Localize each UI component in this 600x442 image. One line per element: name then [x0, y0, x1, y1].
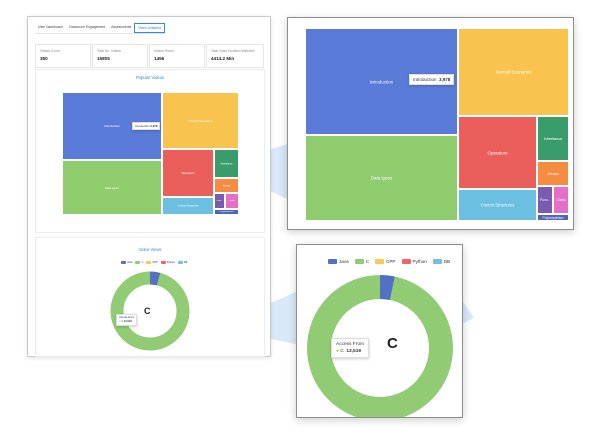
donut-slice-java[interactable] [149, 271, 161, 286]
donut-large [307, 275, 453, 417]
stat-card-video-hours: Videos Hours 1456 [149, 44, 205, 68]
tile-label: Func.. [540, 198, 550, 202]
treemap-large: Introduction Data types Normal Scenarios… [305, 28, 569, 221]
treemap-tile-class[interactable]: Class [553, 186, 569, 214]
stat-label: Videos Count [40, 49, 60, 53]
tile-label: Func.. [216, 200, 223, 202]
treemap-tile-normal-scenarios[interactable]: Normal Scenarios [162, 92, 239, 149]
donut-center-label-large: C [387, 335, 398, 352]
tooltip-series: C [340, 349, 344, 354]
tile-label: Polymorphism [219, 211, 234, 213]
legend-item-cpp[interactable]: CPP [375, 259, 396, 264]
tile-label: Operators [487, 150, 508, 155]
tile-label: Inheritance [543, 136, 563, 141]
stat-card-total-videos: Total No. Videos 15805 [92, 44, 148, 68]
treemap-tile-func[interactable]: Func.. [214, 193, 225, 209]
popular-videos-card: Popular Videos Introduction Data types N… [35, 69, 265, 233]
tile-label: Normal Scenarios [188, 118, 213, 123]
tab-video-analytics[interactable]: Video Analytics [134, 23, 166, 33]
treemap-zoom-panel: Introduction Data types Normal Scenarios… [287, 17, 574, 230]
legend-item-c[interactable]: C [135, 261, 143, 264]
tile-label: Operators [181, 171, 195, 175]
donut-center-label-small: C [144, 306, 151, 316]
treemap-tile-func[interactable]: Func.. [537, 186, 553, 214]
tile-label: Control Structures [480, 202, 515, 208]
tile-label: Introduction [104, 124, 120, 128]
tile-label: Class [556, 198, 566, 202]
tooltip-value: 13,519 [123, 320, 132, 323]
stat-card-videos-count: Videos Count 350 [35, 44, 91, 68]
tooltip-value: 3,978 [150, 124, 158, 128]
tile-label: Inheritance [220, 162, 233, 165]
treemap-tile-inheritance[interactable]: Inheritance [214, 149, 239, 178]
treemap-tile-control-structures[interactable]: Control Structures [458, 189, 537, 221]
video-views-legend-large: Java C CPP Python DB [328, 259, 450, 264]
tooltip-value: 13,519 [346, 349, 362, 354]
tab-assessments[interactable]: Assessments [111, 25, 132, 29]
treemap-tile-polymorphism[interactable]: Polymorphism [537, 214, 569, 221]
tooltip-label: Introduction [135, 124, 150, 128]
treemap-tile-data-types[interactable]: Data types [62, 160, 162, 215]
tile-label: Data types [370, 175, 393, 181]
donut-tooltip-large: Access From ● C 13,519 [331, 338, 369, 358]
tile-label: Normal Scenarios [495, 69, 532, 75]
treemap-tile-class[interactable]: Class [225, 193, 239, 209]
tile-label: Control Structures [177, 204, 199, 208]
dashboard-panel: User Dashboard Classroom Engagement Asse… [27, 16, 271, 357]
legend-item-cpp[interactable]: CPP [146, 261, 158, 264]
treemap-tile-polymorphism[interactable]: Polymorphism [214, 209, 239, 215]
donut-slice-java[interactable] [379, 275, 395, 301]
stat-value: 15805 [97, 56, 110, 61]
stat-label: Total Video Duration Watched [211, 49, 255, 53]
tile-label: Arrays [547, 171, 559, 176]
donut-zoom-panel: Java C CPP Python DB C Access From ● C 1… [296, 244, 463, 418]
video-views-title: Video Views [138, 247, 162, 252]
video-views-card: Video Views Java C CPP Python DB C Acces… [35, 237, 265, 357]
treemap-tile-operators[interactable]: Operators [458, 116, 537, 189]
stat-value: 1456 [154, 56, 165, 61]
tile-label: Data types [104, 185, 120, 190]
tooltip-label: Introduction [413, 77, 437, 82]
legend-item-python[interactable]: Python [160, 261, 175, 264]
video-views-legend-small: Java C CPP Python DB [121, 261, 187, 264]
legend-item-java[interactable]: Java [121, 261, 132, 264]
legend-item-python[interactable]: Python [401, 259, 427, 264]
stat-value: 350 [40, 56, 48, 61]
tab-classroom-engagement[interactable]: Classroom Engagement [68, 25, 106, 29]
tab-bar: User Dashboard Classroom Engagement Asse… [35, 23, 166, 34]
donut-tooltip-small: Access From ● C 13,519 [116, 314, 138, 326]
legend-item-java[interactable]: Java [328, 259, 349, 264]
legend-item-db[interactable]: DB [177, 261, 187, 264]
popular-videos-title: Popular Videos [135, 75, 165, 80]
treemap-small: Introduction Data types Normal Scenarios… [62, 92, 239, 215]
treemap-tile-arrays[interactable]: Arrays [214, 178, 239, 193]
treemap-tile-data-types[interactable]: Data types [305, 135, 458, 221]
treemap-tile-inheritance[interactable]: Inheritance [537, 116, 569, 161]
treemap-tile-normal-scenarios[interactable]: Normal Scenarios [458, 28, 569, 116]
tab-user-dashboard[interactable]: User Dashboard [38, 25, 63, 29]
donut-small [110, 271, 190, 351]
treemap-tile-operators[interactable]: Operators [162, 149, 214, 197]
tooltip-value: 3,978 [439, 77, 451, 82]
tooltip-title: Access From [336, 342, 364, 347]
legend-item-c[interactable]: C [354, 259, 369, 264]
tile-label: Class [229, 200, 235, 202]
tile-label: Introduction [369, 79, 394, 84]
treemap-tooltip-small: Introduction 3,978 [132, 122, 161, 130]
stat-value: 4414.2 Min [211, 56, 235, 61]
tile-label: Arrays [223, 184, 230, 187]
stat-label: Videos Hours [154, 49, 174, 53]
legend-item-db[interactable]: DB [432, 259, 450, 264]
treemap-tile-arrays[interactable]: Arrays [537, 161, 569, 186]
tooltip-series: C [121, 320, 124, 323]
treemap-tile-control-structures[interactable]: Control Structures [162, 197, 214, 215]
stat-label: Total No. Videos [97, 49, 121, 53]
treemap-tooltip-large: Introduction 3,978 [409, 74, 455, 85]
tooltip-title: Access From [119, 316, 135, 319]
stat-card-duration-watched: Total Video Duration Watched 4414.2 Min [206, 44, 264, 68]
tile-label: Polymorphism [542, 215, 564, 220]
